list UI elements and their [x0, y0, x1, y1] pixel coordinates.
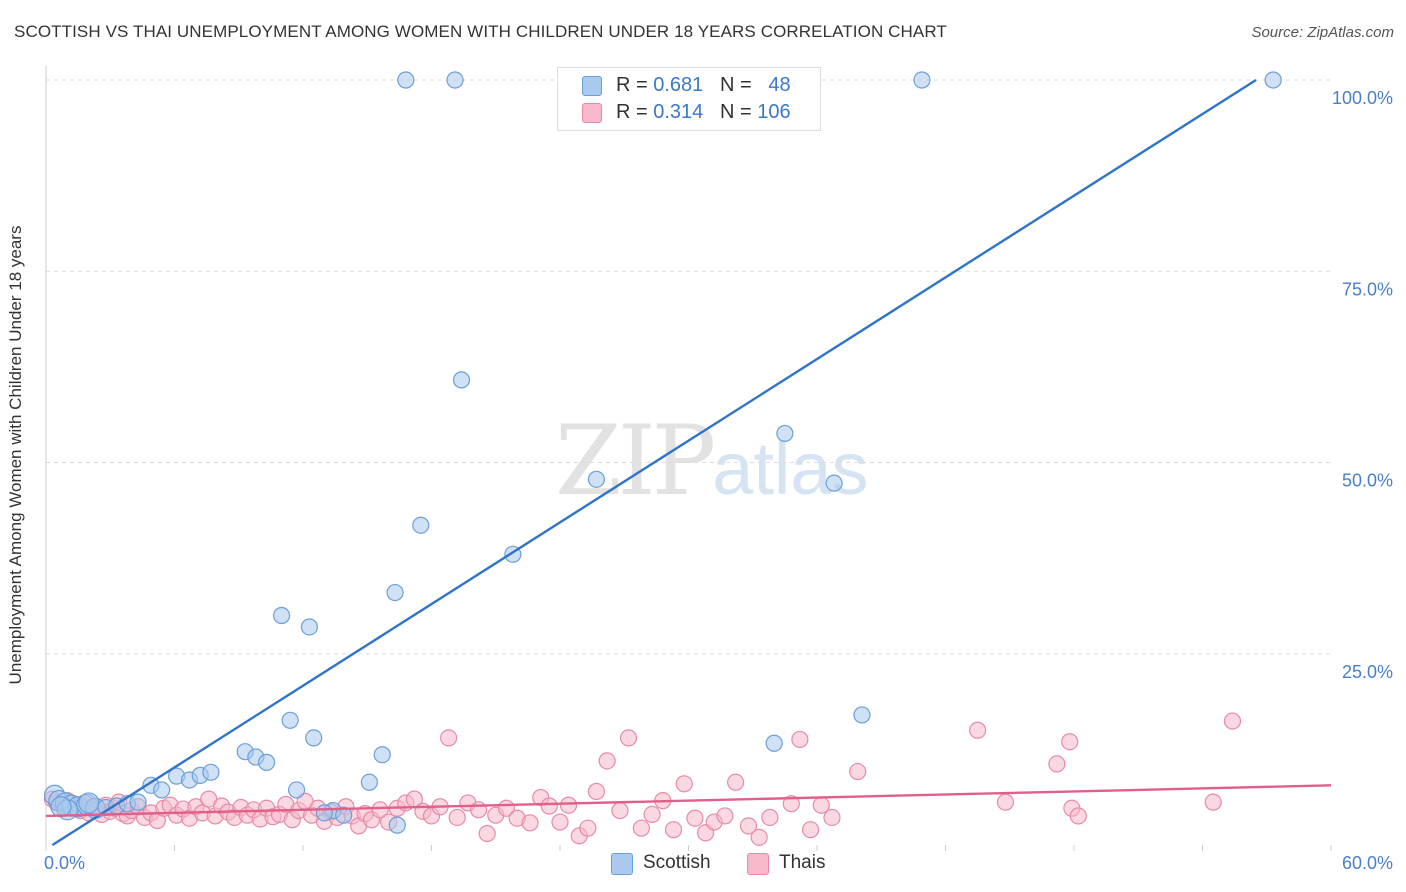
point-scottish: [287, 781, 306, 799]
point-thais: [1204, 793, 1222, 811]
point-thais: [470, 801, 488, 819]
point-scottish: [913, 71, 931, 89]
series-legend: Scottish Thais: [0, 852, 1406, 878]
point-thais: [739, 817, 758, 835]
y-tick-label: 100.0%: [1332, 88, 1393, 108]
correlation-legend: R = 0.681 N = 48 R = 0.314 N = 106: [557, 67, 821, 131]
point-thais: [727, 773, 745, 791]
point-scottish: [78, 792, 100, 814]
point-scottish: [776, 424, 794, 443]
point-thais: [587, 782, 606, 801]
trendline-thais: [45, 784, 1332, 818]
point-thais: [686, 809, 704, 827]
x-tick-label: 60.0%: [1342, 853, 1393, 873]
point-scottish: [853, 706, 871, 724]
y-axis-label: Unemployment Among Women with Children U…: [6, 225, 25, 685]
point-thais: [996, 793, 1015, 811]
point-thais: [619, 729, 638, 747]
y-tick-label: 50.0%: [1342, 471, 1393, 491]
point-scottish: [202, 763, 220, 781]
point-thais: [448, 808, 466, 827]
point-thais: [643, 805, 661, 824]
point-thais: [716, 807, 734, 825]
source-label: Source: ZipAtlas.com: [1251, 24, 1394, 41]
point-thais: [478, 824, 496, 843]
y-tick-label: 75.0%: [1342, 279, 1393, 299]
point-scottish: [129, 793, 147, 811]
point-scottish: [281, 711, 299, 729]
y-tick-label: 25.0%: [1342, 662, 1393, 682]
legend-r-value-scottish: 0.681: [653, 74, 704, 96]
legend-n-value-thais: 106: [757, 101, 791, 123]
legend-swatch-scottish: [582, 76, 602, 96]
point-thais: [675, 775, 693, 793]
legend-swatch-thais: [582, 103, 602, 123]
point-scottish: [446, 71, 464, 89]
point-thais: [1061, 733, 1079, 751]
legend-r-value-thais: 0.314: [653, 101, 704, 123]
point-thais: [761, 808, 779, 827]
point-thais: [801, 821, 820, 839]
point-thais: [664, 821, 683, 839]
point-scottish: [452, 371, 471, 389]
point-scottish: [272, 606, 291, 625]
point-scottish: [386, 583, 404, 602]
point-scottish: [300, 618, 319, 636]
series-swatch-thais: [747, 853, 769, 875]
point-thais: [823, 808, 841, 827]
point-scottish: [305, 729, 323, 747]
point-thais: [632, 819, 650, 837]
point-thais: [540, 797, 558, 815]
point-scottish: [397, 71, 415, 89]
point-thais: [1069, 807, 1087, 825]
point-thais: [750, 828, 768, 846]
watermark-logo: ZIPatlas: [555, 405, 869, 517]
legend-stats-scottish: R = 0.681 N = 48: [616, 74, 791, 96]
point-scottish: [360, 773, 378, 791]
point-scottish: [825, 474, 843, 492]
point-thais: [598, 752, 616, 770]
point-thais: [521, 814, 539, 832]
watermark-zip: ZIP: [555, 405, 716, 517]
point-scottish: [1264, 71, 1282, 89]
point-thais: [371, 801, 389, 819]
point-thais: [791, 730, 809, 749]
point-scottish: [153, 781, 171, 799]
point-scottish: [587, 470, 606, 488]
series-label-thais: Thais: [779, 852, 826, 873]
point-thais: [849, 762, 867, 781]
point-thais: [782, 795, 800, 813]
chart-title: SCOTTISH VS THAI UNEMPLOYMENT AMONG WOME…: [14, 22, 947, 41]
watermark-atlas: atlas: [712, 427, 869, 510]
series-label-scottish: Scottish: [643, 852, 711, 873]
point-thais: [969, 721, 987, 739]
point-thais: [559, 796, 578, 814]
point-thais: [1223, 712, 1242, 730]
legend-n-value-scottish: 48: [768, 74, 791, 96]
point-thais: [1048, 755, 1066, 773]
point-scottish: [388, 816, 406, 834]
point-thais: [551, 813, 569, 831]
point-scottish: [373, 746, 391, 764]
trendline-scottish: [51, 78, 1257, 847]
point-scottish: [315, 804, 334, 822]
point-scottish: [765, 734, 783, 752]
point-scottish: [412, 516, 430, 534]
point-thais: [440, 729, 458, 747]
x-tick-label: 0.0%: [44, 853, 85, 873]
point-scottish: [50, 796, 72, 818]
series-swatch-scottish: [611, 853, 633, 875]
legend-stats-thais: R = 0.314 N = 106: [616, 101, 791, 123]
point-thais: [579, 819, 597, 837]
point-scottish: [257, 753, 276, 771]
point-scottish: [335, 806, 353, 824]
point-thais: [611, 801, 629, 820]
